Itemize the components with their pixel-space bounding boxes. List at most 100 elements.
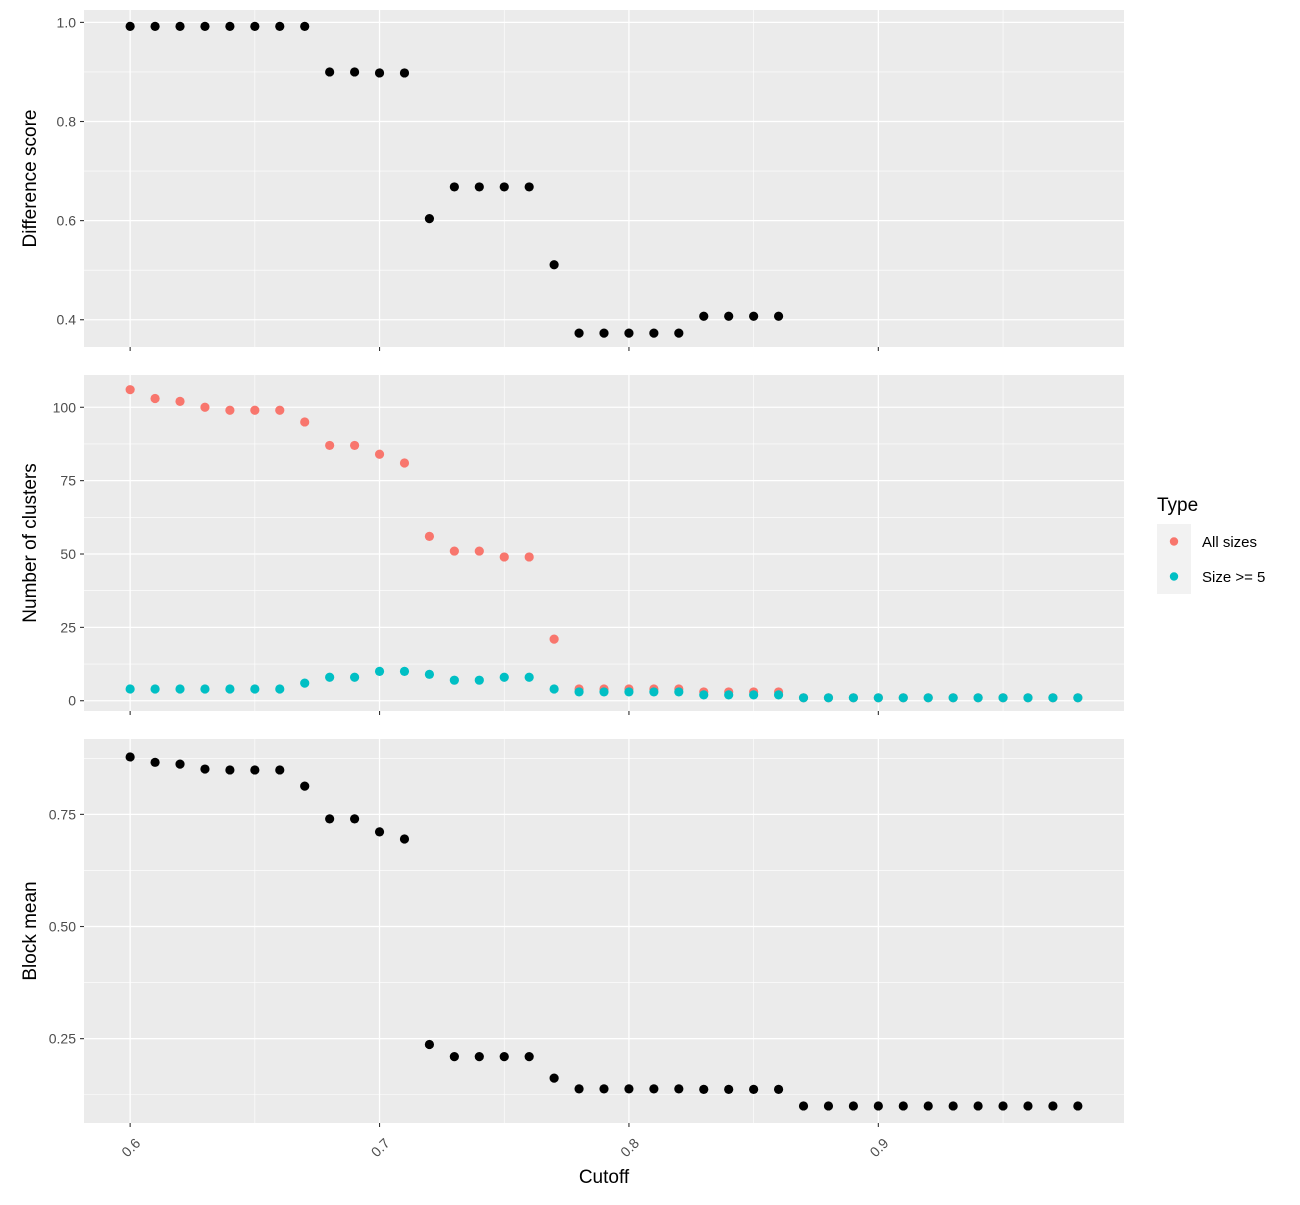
- data-point: [948, 693, 958, 703]
- panel-background: [84, 10, 1124, 347]
- data-point: [773, 1084, 784, 1094]
- data-point: [374, 68, 385, 78]
- data-point: [225, 765, 235, 775]
- data-point: [624, 328, 634, 338]
- series-1: [125, 752, 1083, 1111]
- data-point: [374, 827, 385, 837]
- data-point: [250, 765, 260, 775]
- data-point: [200, 684, 210, 694]
- data-point: [474, 546, 484, 556]
- data-point: [973, 1101, 983, 1111]
- data-point: [749, 311, 759, 321]
- data-point: [749, 690, 759, 700]
- data-point: [300, 678, 310, 688]
- data-point: [225, 21, 235, 31]
- y-tick-label: 0: [68, 693, 76, 709]
- data-point: [225, 405, 235, 415]
- data-point: [374, 666, 385, 676]
- data-point: [549, 1073, 559, 1083]
- data-point: [424, 1039, 435, 1050]
- data-point: [125, 21, 135, 31]
- data-point: [300, 21, 310, 31]
- data-point: [150, 684, 160, 694]
- y-axis-title: Number of clusters: [20, 463, 41, 622]
- data-point: [649, 687, 659, 697]
- data-point: [823, 1101, 834, 1111]
- data-point: [699, 1084, 709, 1094]
- data-point: [250, 405, 260, 415]
- data-point: [1048, 1101, 1058, 1111]
- data-point: [200, 402, 210, 412]
- data-point: [898, 693, 908, 703]
- data-point: [524, 1052, 534, 1062]
- y-tick-label: 100: [53, 399, 77, 415]
- data-point: [300, 417, 310, 427]
- data-point: [150, 393, 160, 404]
- data-point: [649, 328, 659, 338]
- data-point: [749, 1084, 759, 1094]
- data-point: [474, 675, 484, 685]
- data-point: [848, 693, 859, 703]
- data-point: [923, 693, 933, 703]
- data-point: [798, 1101, 809, 1111]
- legend-key-2: [1169, 572, 1179, 581]
- data-point: [275, 405, 285, 415]
- data-point: [175, 21, 185, 31]
- data-point: [873, 1101, 883, 1111]
- data-point: [773, 311, 784, 321]
- data-point: [325, 814, 335, 824]
- y-axis-title: Difference score: [20, 110, 41, 248]
- y-tick-label: 0.75: [49, 806, 76, 822]
- data-point: [1048, 693, 1058, 703]
- panel-3: 0.25 0.50 0.75 Block mean: [20, 739, 1124, 1127]
- panel-background: [84, 739, 1124, 1123]
- data-point: [574, 328, 584, 338]
- data-point: [524, 552, 534, 562]
- data-point: [125, 752, 135, 762]
- series-1: [125, 21, 784, 338]
- data-point: [125, 684, 135, 694]
- legend-label: Size >= 5: [1202, 569, 1265, 586]
- legend-title: Type: [1157, 495, 1198, 516]
- panel-2: 0 25 50 75 100 Number of clusters: [20, 375, 1124, 715]
- data-point: [1073, 1101, 1083, 1111]
- x-tick-label: 0.7: [368, 1135, 393, 1160]
- data-point: [449, 182, 459, 192]
- data-point: [399, 834, 410, 844]
- series-2: [125, 666, 1083, 703]
- data-point: [998, 1101, 1008, 1111]
- data-point: [649, 1084, 659, 1094]
- data-point: [349, 67, 360, 77]
- data-point: [499, 672, 509, 682]
- data-point: [848, 1101, 859, 1111]
- data-point: [674, 687, 684, 697]
- data-point: [724, 1084, 734, 1094]
- data-point: [349, 672, 360, 682]
- data-point: [549, 260, 559, 270]
- data-point: [175, 759, 185, 769]
- y-tick-label: 0.8: [57, 114, 77, 130]
- data-point: [250, 684, 260, 694]
- panel-1: 0.4 0.6 0.8 1.0 Difference score: [20, 10, 1124, 351]
- data-point: [300, 781, 310, 791]
- x-tick-label: 0.9: [866, 1135, 891, 1160]
- data-point: [524, 672, 534, 682]
- data-point: [449, 546, 459, 556]
- data-point: [998, 693, 1008, 703]
- data-point: [973, 693, 983, 703]
- data-point: [325, 440, 335, 451]
- data-point: [499, 1052, 509, 1062]
- data-point: [175, 684, 185, 694]
- data-point: [150, 757, 160, 767]
- data-point: [574, 1084, 584, 1094]
- data-point: [948, 1101, 958, 1111]
- data-point: [1073, 693, 1083, 703]
- data-point: [225, 684, 235, 694]
- data-point: [724, 311, 734, 321]
- data-point: [275, 21, 285, 31]
- data-point: [200, 764, 210, 774]
- data-point: [574, 687, 584, 697]
- data-point: [325, 672, 335, 682]
- y-tick-label: 0.4: [57, 312, 77, 328]
- data-point: [923, 1101, 933, 1111]
